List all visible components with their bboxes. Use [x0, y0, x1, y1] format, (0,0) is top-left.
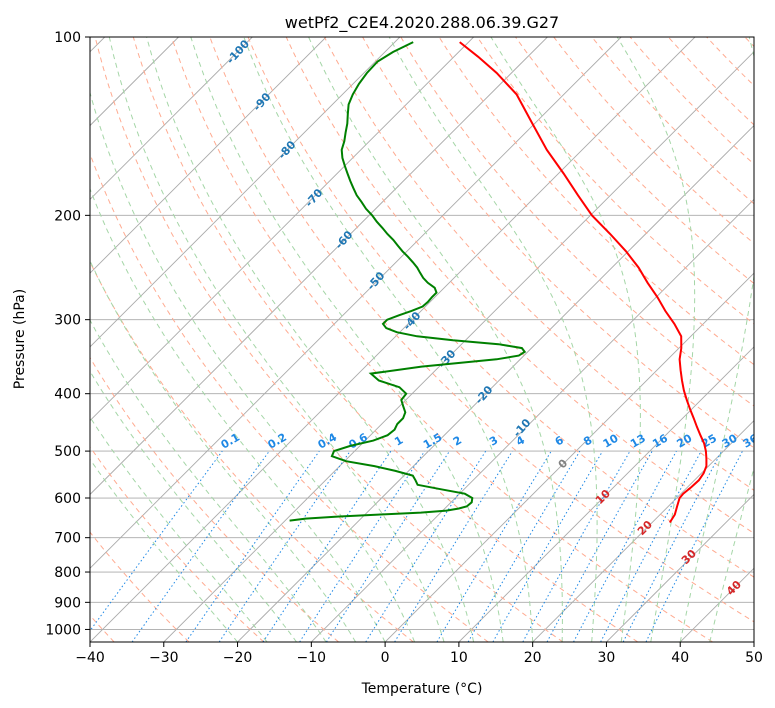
- isotherm-line: [163, 51, 754, 642]
- x-tick-label: −20: [223, 650, 253, 666]
- mixing-ratio-line: [365, 450, 487, 642]
- x-tick-label: −40: [75, 650, 105, 666]
- x-tick-label: 30: [598, 650, 616, 666]
- y-tick-label: 800: [54, 565, 81, 581]
- isotherm-line: [384, 272, 754, 642]
- isotherm-line: [237, 124, 754, 642]
- mixing-ratio-line: [492, 450, 604, 642]
- plot-frame: [89, 36, 755, 643]
- mixing-ratio-line: [467, 450, 581, 642]
- moist-adiabat-line: [90, 187, 386, 642]
- dry-adiabat-line: [438, 37, 754, 366]
- dry-adiabat-line: [94, 37, 564, 642]
- dry-adiabat-line: [132, 37, 639, 642]
- x-tick-label: −30: [149, 650, 179, 666]
- x-tick-label: −10: [297, 650, 327, 666]
- y-axis-label: Pressure (hPa): [12, 289, 28, 389]
- mixing-ratio-line: [131, 450, 270, 642]
- mixing-ratio-line: [218, 450, 351, 642]
- dry-adiabat-line: [400, 37, 754, 407]
- y-tick-label: 900: [54, 595, 81, 611]
- moist-adiabat-line: [616, 37, 696, 642]
- x-tick-label: 10: [450, 650, 468, 666]
- x-axis-label: Temperature (°C): [361, 681, 483, 697]
- moist-adiabat-line: [90, 90, 416, 642]
- mixing-ratio-line: [436, 450, 552, 642]
- dry-adiabat-line: [323, 37, 754, 491]
- moist-adiabat-line: [308, 37, 563, 642]
- axis-ticks: −40 −30 −20 −10 0 10 20 30 40 50 100 200 300 400 500 60…: [45, 30, 763, 666]
- moist-adiabat-line: [90, 259, 357, 642]
- moist-adiabat-line: [146, 37, 475, 642]
- mixing-ratio-line: [573, 450, 677, 642]
- dewpoint-profile-line: [289, 41, 527, 522]
- isotherm-line: [90, 37, 327, 274]
- x-tick-label: 40: [671, 650, 689, 666]
- dry-adiabat-line: [209, 37, 754, 623]
- y-tick-label: 500: [54, 444, 81, 460]
- y-tick-label: 400: [54, 387, 81, 403]
- isotherm-line: [90, 37, 474, 422]
- dry-adiabat-line: [90, 356, 339, 642]
- moist-adiabat-line: [90, 416, 268, 642]
- temperature-profile-line: [459, 41, 708, 524]
- y-tick-label: 700: [54, 531, 81, 547]
- x-tick-label: 50: [745, 650, 763, 666]
- y-tick-label: 200: [54, 208, 81, 224]
- mixing-ratio-line: [394, 450, 513, 642]
- mixing-ratio-label: 36: [741, 431, 761, 450]
- moist-adiabat-line: [490, 37, 641, 642]
- isotherm-line: [90, 37, 253, 200]
- isotherm-line: [90, 37, 622, 569]
- moist-adiabat-line: [108, 37, 445, 642]
- mixing-ratio-line: [90, 450, 223, 632]
- y-tick-label: 300: [54, 313, 81, 329]
- mixing-ratio-line: [185, 450, 320, 642]
- moist-adiabat-line: [243, 37, 534, 642]
- y-tick-label: 1000: [45, 622, 81, 638]
- isotherm-line: [90, 37, 401, 348]
- mixing-ratio-line: [325, 450, 450, 642]
- moist-adiabat-line: [388, 37, 598, 642]
- mixing-ratio-line: [522, 450, 631, 642]
- mixing-ratio-line: [546, 450, 653, 642]
- x-tick-label: 20: [524, 650, 542, 666]
- y-tick-label: 100: [54, 30, 81, 46]
- chart-title: wetPf2_C2E4.2020.288.06.39.G27: [285, 13, 559, 33]
- dry-adiabat-line: [362, 37, 754, 449]
- isotherm-line: [90, 37, 696, 642]
- plot-area: 0.1 0.2 0.4 0.6 1 1.5 2 3 4 6 8 10 13 16 20 25 30 36-100-…: [90, 37, 761, 642]
- isotherm-line: [606, 493, 754, 642]
- dry-adiabat-line: [90, 260, 414, 642]
- x-tick-label: 0: [381, 650, 390, 666]
- dry-adiabat-line: [247, 37, 754, 578]
- isotherm-line: [90, 37, 548, 496]
- moist-adiabat-line: [90, 458, 238, 642]
- y-tick-label: 600: [54, 491, 81, 507]
- dry-adiabat-line: [90, 531, 190, 642]
- moist-adiabat-line: [90, 370, 297, 642]
